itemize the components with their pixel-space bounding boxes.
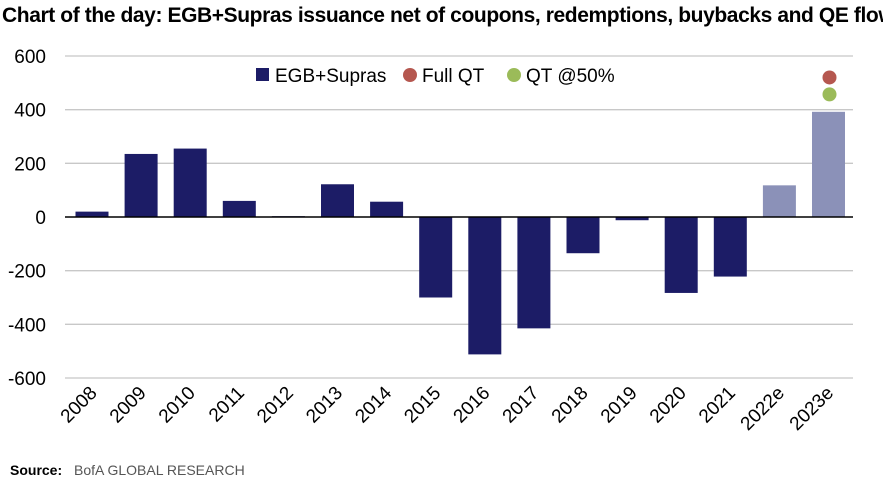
- x-tick-label: 2015: [400, 383, 445, 428]
- full-qt-point: [822, 70, 837, 85]
- x-tick-label: 2016: [450, 383, 495, 428]
- x-tick-label: 2008: [57, 383, 102, 428]
- x-tick-label: 2013: [302, 383, 347, 428]
- legend-item: Full QT: [403, 66, 485, 87]
- bar-2008: [75, 211, 109, 217]
- x-tick-label: 2014: [351, 382, 396, 427]
- x-tick-label: 2012: [253, 383, 298, 428]
- legend-item: QT @50%: [507, 66, 615, 87]
- bar-2020: [664, 217, 698, 293]
- qt-50--point: [822, 87, 837, 102]
- y-tick-label: 400: [14, 101, 46, 122]
- chart-title: Chart of the day: EGB+Supras issuance ne…: [2, 4, 883, 27]
- source-value: BofA GLOBAL RESEARCH: [74, 462, 245, 478]
- legend-item: EGB+Supras: [256, 66, 386, 87]
- legend-swatch-dot: [507, 68, 521, 82]
- legend-label: Full QT: [422, 66, 485, 87]
- bar-2017: [517, 217, 551, 329]
- source-label: Source:: [10, 462, 63, 478]
- legend-label: QT @50%: [526, 66, 615, 87]
- x-tick-label: 2010: [155, 383, 200, 428]
- x-tick-label: 2021: [695, 383, 740, 428]
- legend-swatch-bar: [256, 68, 269, 81]
- x-tick-label: 2023e: [786, 383, 838, 435]
- x-tick-label: 2017: [499, 383, 544, 428]
- bar-2015: [419, 217, 453, 298]
- bar-2022e: [762, 185, 796, 217]
- x-tick-label: 2022e: [737, 383, 789, 435]
- bar-2013: [321, 184, 354, 217]
- legend-swatch-dot: [403, 68, 417, 82]
- x-tick-label: 2020: [646, 383, 691, 428]
- bar-2018: [566, 217, 600, 254]
- bar-2019: [615, 217, 649, 221]
- source-note: Source: BofA GLOBAL RESEARCH: [10, 462, 245, 478]
- bar-2016: [468, 217, 502, 355]
- bar-2011: [222, 200, 256, 217]
- x-tick-label: 2011: [205, 383, 249, 427]
- bar-2010: [173, 148, 207, 217]
- y-tick-label: -200: [8, 262, 46, 283]
- legend-label: EGB+Supras: [275, 66, 386, 87]
- bar-2009: [124, 153, 158, 217]
- y-tick-label: 600: [14, 47, 46, 68]
- bar-2023e: [812, 111, 845, 217]
- y-tick-label: 200: [14, 154, 46, 175]
- y-tick-label: 0: [35, 208, 46, 229]
- x-tick-label: 2009: [106, 383, 151, 428]
- bar-2014: [370, 201, 404, 217]
- x-tick-label: 2019: [597, 383, 642, 428]
- y-tick-label: -400: [8, 315, 46, 336]
- bar-2021: [713, 217, 747, 277]
- y-tick-label: -600: [8, 369, 46, 390]
- x-tick-label: 2018: [548, 383, 593, 428]
